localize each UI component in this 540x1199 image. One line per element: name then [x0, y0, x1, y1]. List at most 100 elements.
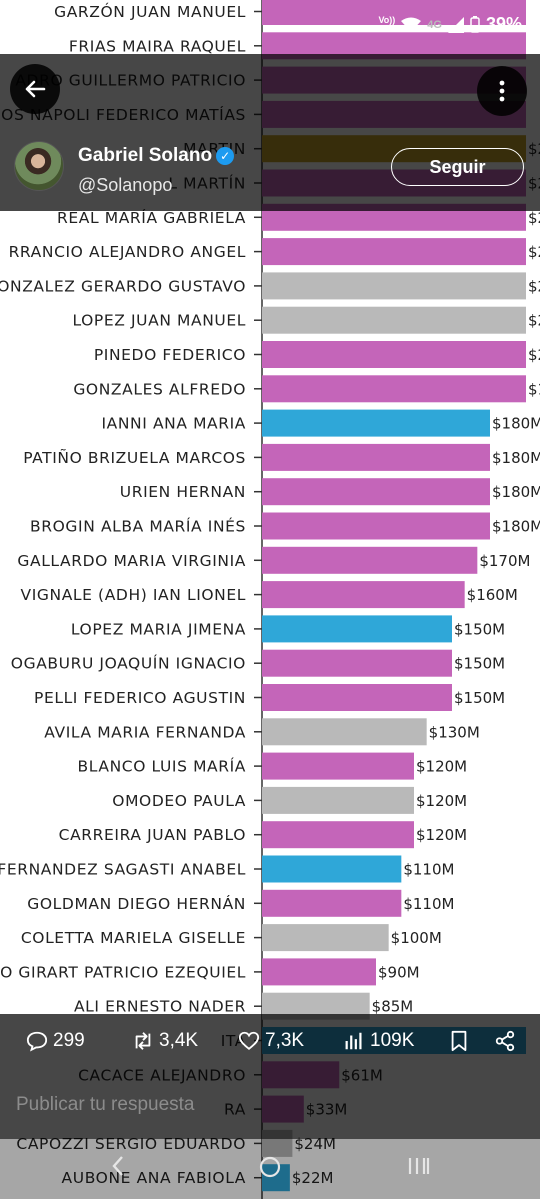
bar [262, 752, 414, 780]
bar [262, 375, 526, 403]
category-label: RRANCIO ALEJANDRO ANGEL [9, 243, 246, 261]
category-label: OGABURU JOAQUÍN IGNACIO [11, 654, 246, 673]
value-label: $150M [454, 620, 505, 638]
category-label: GONZALES ALFREDO [73, 380, 246, 398]
signal-icon [447, 16, 464, 33]
share-button[interactable] [494, 1030, 516, 1052]
author-name[interactable]: Gabriel Solano [78, 145, 213, 166]
bar [262, 306, 526, 334]
category-label: FERNANDEZ SAGASTI ANABEL [0, 861, 246, 879]
bar [262, 443, 490, 471]
category-label: ALI ERNESTO NADER [74, 998, 246, 1016]
value-label: $22M [292, 1169, 334, 1187]
value-label: $190 [528, 380, 540, 398]
post-action-bar: 299 3,4K 7,3K 109K Publicar tu respuesta [0, 1014, 540, 1139]
value-label: $20 [528, 243, 540, 261]
share-icon [495, 1030, 515, 1052]
reply-input[interactable]: Publicar tu respuesta [16, 1094, 195, 1115]
views-count: 109K [370, 1030, 415, 1051]
views-button[interactable]: 109K [343, 1030, 414, 1052]
repost-icon [135, 1032, 151, 1050]
category-label: BLANCO LUIS MARÍA [78, 757, 246, 776]
back-button[interactable] [10, 64, 60, 114]
author-handle[interactable]: @Solanopo [78, 175, 173, 195]
bar [262, 512, 490, 540]
home-circle-icon [259, 1156, 281, 1178]
arrow-left-icon [25, 80, 46, 98]
category-label: GOLDMAN DIEGO HERNÁN [27, 894, 246, 913]
nav-home-button[interactable] [258, 1155, 282, 1185]
verified-badge-icon: ✓ [216, 147, 235, 165]
bookmark-icon [451, 1030, 467, 1052]
category-label: COLETTA MARIELA GISELLE [21, 929, 246, 947]
more-vertical-icon [499, 80, 505, 102]
value-label: $20 [528, 209, 540, 227]
bar [262, 581, 465, 609]
value-label: $24M [294, 1135, 336, 1153]
category-label: PINEDO FEDERICO [94, 346, 246, 364]
bar [262, 341, 526, 368]
bar [262, 821, 414, 849]
value-label: $180M [492, 483, 540, 501]
category-label: LOPEZ JUAN MANUEL [72, 312, 246, 330]
bar [262, 684, 452, 711]
bar [262, 786, 414, 814]
system-nav-bar [0, 1139, 540, 1199]
like-button[interactable]: 7,3K [238, 1030, 304, 1052]
recents-icon [408, 1158, 430, 1174]
bar [262, 958, 376, 986]
category-label: PELLI FEDERICO AGUSTIN [34, 689, 246, 707]
value-label: $20 [528, 346, 540, 364]
value-label: $180M [492, 415, 540, 433]
repost-count: 3,4K [159, 1030, 199, 1051]
bar [262, 855, 402, 883]
nav-back-button[interactable] [110, 1155, 126, 1183]
bar [262, 718, 427, 746]
category-label: ONZALEZ GERARDO GUSTAVO [0, 277, 246, 295]
category-label: BROGIN ALBA MARÍA INÉS [30, 517, 246, 536]
category-label: O GIRART PATRICIO EZEQUIEL [0, 963, 246, 981]
value-label: $120M [416, 826, 467, 844]
bar [262, 615, 452, 643]
value-label: $110M [403, 861, 454, 879]
status-icons: Vo)) LTE 4G 39% [378, 14, 522, 35]
bookmark-button[interactable] [448, 1030, 470, 1052]
repost-button[interactable]: 3,4K [132, 1030, 198, 1052]
heart-icon [238, 1031, 260, 1050]
value-label: $120M [416, 758, 467, 776]
follow-button[interactable]: Seguir [391, 148, 524, 186]
avatar[interactable] [14, 141, 64, 191]
category-label: GALLARDO MARIA VIRGINIA [17, 552, 246, 570]
bar [262, 924, 389, 952]
category-label: AUBONE ANA FABIOLA [62, 1169, 246, 1187]
value-label: $150M [454, 655, 505, 673]
value-label: $180M [492, 449, 540, 467]
value-label: $110M [403, 895, 454, 913]
value-label: $150M [454, 689, 505, 707]
value-label: $85M [372, 998, 414, 1016]
value-label: $20 [528, 312, 540, 330]
volte-bottom-label: LTE [378, 23, 396, 34]
battery-percent: 39% [485, 14, 522, 34]
bar [262, 478, 490, 506]
reply-button[interactable]: 299 [26, 1030, 85, 1052]
reply-icon [26, 1031, 48, 1052]
wifi-icon [401, 17, 422, 32]
views-chart-icon [345, 1032, 362, 1050]
value-label: $180M [492, 518, 540, 536]
author-name-row[interactable]: Gabriel Solano ✓ [78, 145, 235, 167]
value-label: $160M [467, 586, 518, 604]
value-label: $90M [378, 963, 420, 981]
volte-indicator: Vo)) LTE [378, 15, 396, 34]
nav-recents-button[interactable] [407, 1155, 431, 1183]
chevron-left-icon [112, 1156, 123, 1176]
category-label: PATIÑO BRIZUELA MARCOS [23, 448, 246, 467]
bar [262, 649, 452, 677]
category-label: IANNI ANA MARIA [101, 415, 246, 433]
more-options-button[interactable] [477, 66, 527, 116]
bar [262, 889, 402, 917]
network-type-label: 4G [427, 18, 442, 31]
value-label: $170M [479, 552, 530, 570]
category-label: URIEN HERNAN [120, 483, 246, 501]
bar [262, 546, 478, 574]
